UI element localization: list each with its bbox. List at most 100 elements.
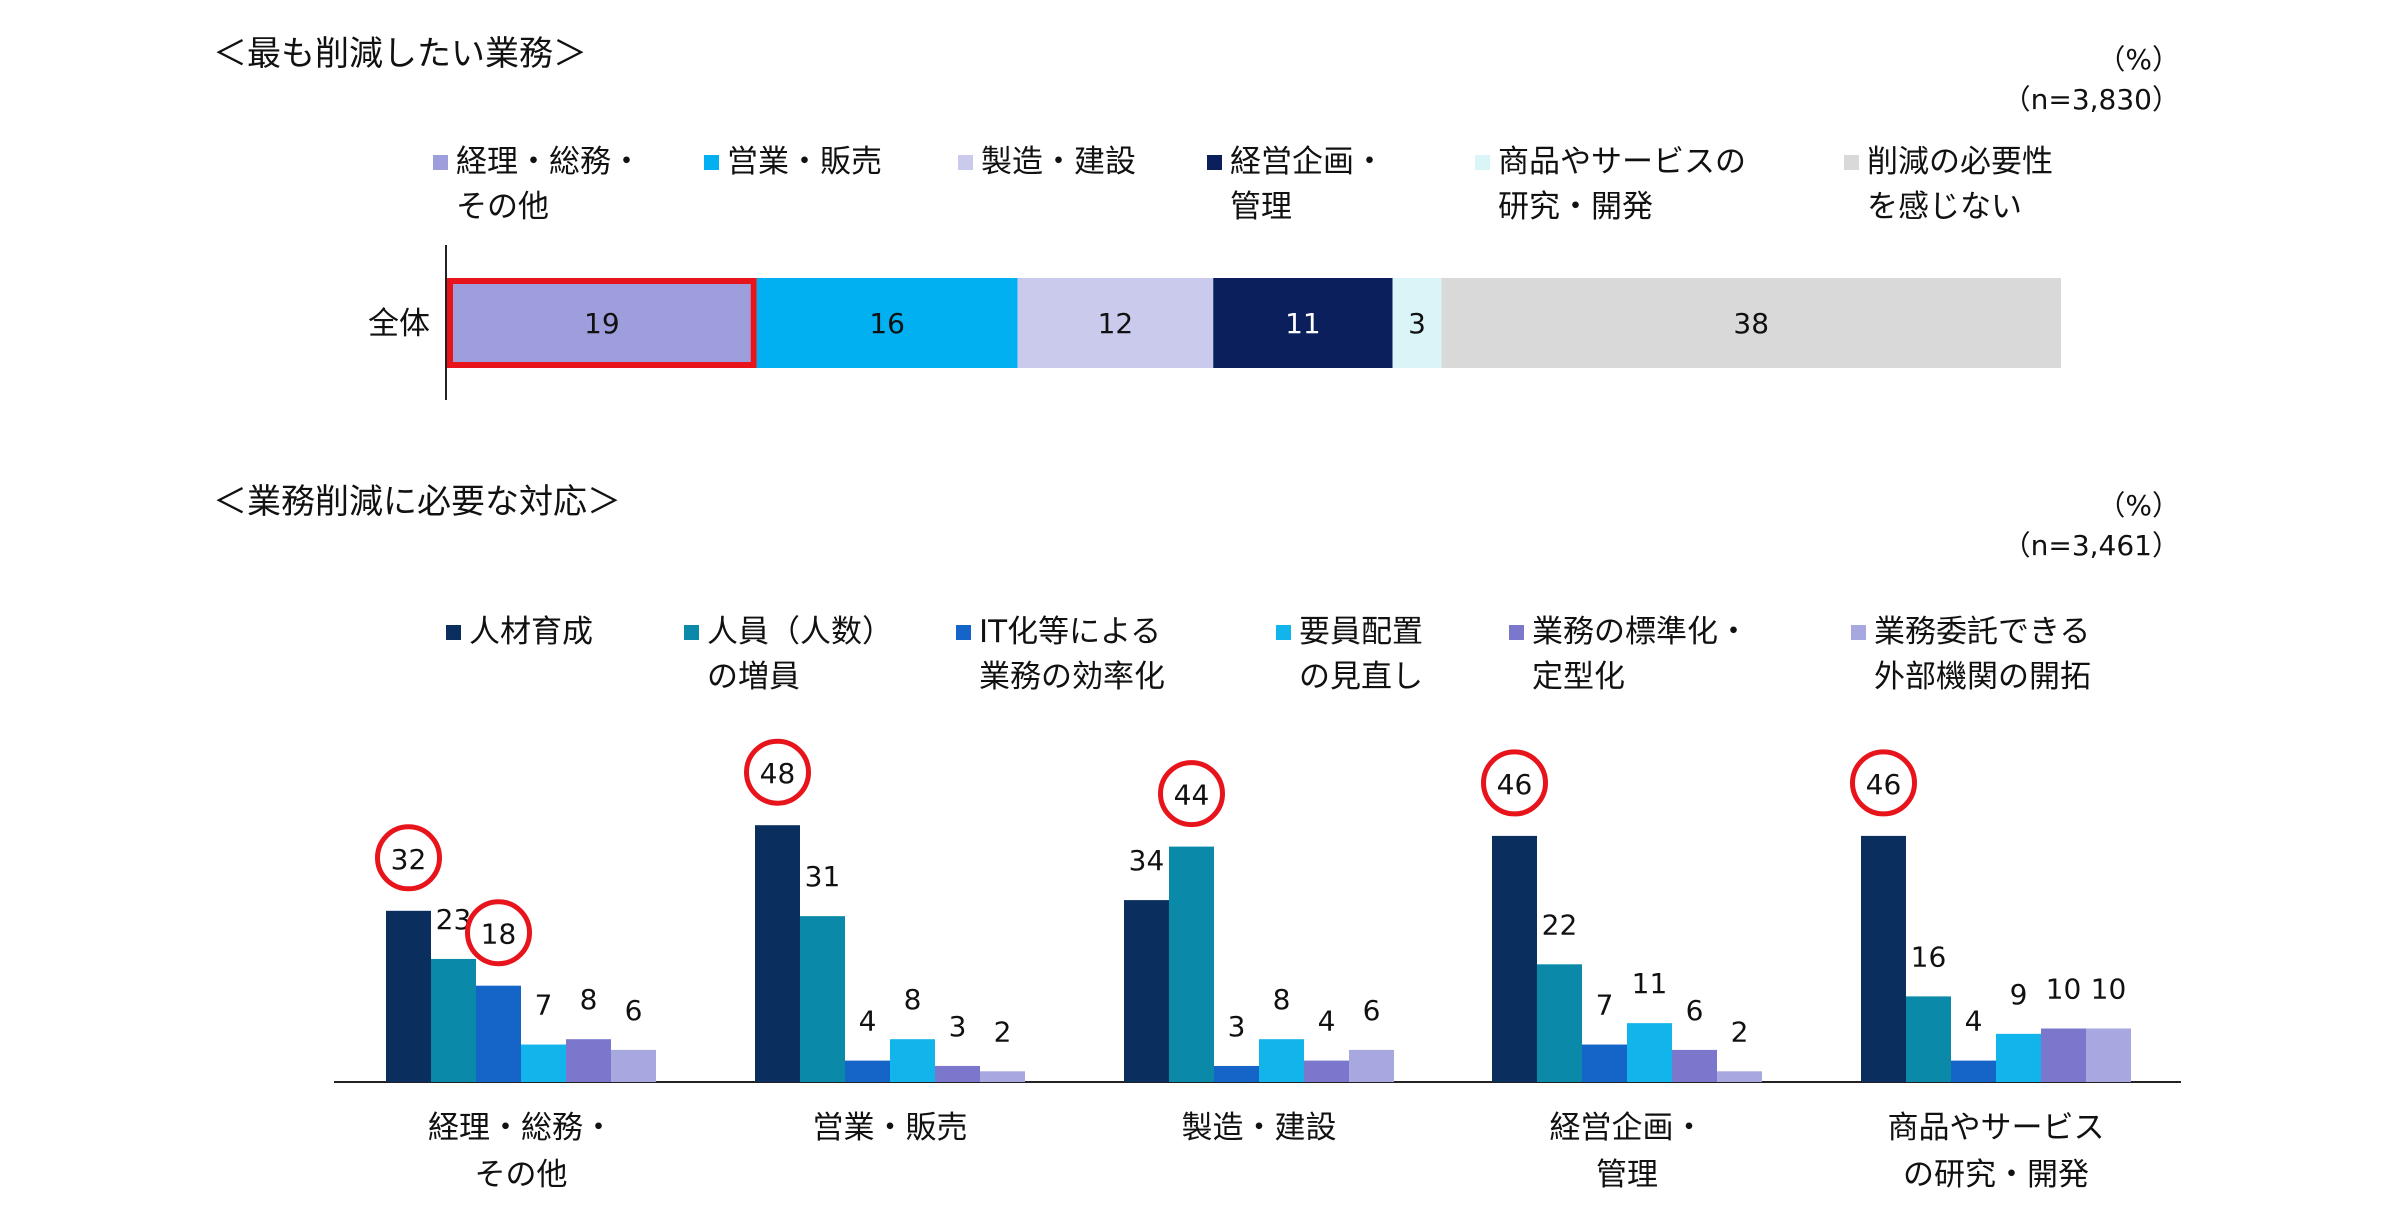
bar: [2041, 1028, 2086, 1082]
bar-value-label: 8: [904, 983, 922, 1016]
legend-swatch: [1475, 155, 1490, 170]
legend-label: IT化等による 業務の効率化: [979, 614, 1165, 695]
category-label: 営業・販売: [813, 1110, 968, 1146]
bar-value-label: 6: [1363, 994, 1381, 1027]
legend-label: 営業・販売: [727, 144, 882, 180]
bar: [611, 1049, 656, 1082]
bar-value-label: 46: [1866, 768, 1902, 801]
bar: [1124, 900, 1169, 1082]
top-chart-unit: （%）: [2097, 43, 2180, 76]
bar: [1214, 1065, 1259, 1082]
bar-value-label: 7: [535, 989, 553, 1022]
bar: [1861, 835, 1906, 1082]
legend-label: 経理・総務・ その他: [456, 144, 642, 225]
bar: [1906, 996, 1951, 1082]
legend-swatch: [433, 155, 448, 170]
bar: [476, 985, 521, 1082]
stacked-segment: [447, 278, 757, 368]
legend-label: 製造・建設: [981, 144, 1136, 180]
highlight-circle: [744, 738, 811, 806]
bar-value-label: 22: [1542, 908, 1578, 941]
top-legend-item: 製造・建設: [958, 140, 1136, 185]
bar-value-label: 18: [481, 918, 517, 951]
top-legend-item: 経営企画・ 管理: [1207, 140, 1385, 230]
bar: [1672, 1049, 1717, 1082]
stacked-segment: [1392, 278, 1442, 368]
highlight-circle: [1850, 749, 1917, 817]
bar: [980, 1071, 1025, 1082]
highlight-circle: [1481, 749, 1548, 817]
bar-value-label: 6: [1686, 994, 1704, 1027]
bar-value-label: 4: [1965, 1005, 1983, 1038]
bar: [1717, 1071, 1762, 1082]
legend-swatch: [704, 155, 719, 170]
bar: [1169, 846, 1214, 1082]
legend-label: 業務委託できる 外部機関の開拓: [1874, 614, 2091, 695]
bar-value-label: 4: [1318, 1005, 1336, 1038]
stacked-segment: [1441, 278, 2061, 368]
bar: [1582, 1044, 1627, 1082]
legend-label: 経営企画・ 管理: [1230, 144, 1385, 225]
bar: [386, 910, 431, 1082]
bar-value-label: 2: [1731, 1015, 1749, 1048]
bar: [1537, 964, 1582, 1082]
legend-swatch: [1276, 625, 1291, 640]
legend-swatch: [1844, 155, 1859, 170]
bar: [431, 958, 476, 1082]
segment-value-label: 19: [584, 307, 620, 340]
segment-value-label: 38: [1733, 307, 1769, 340]
top-legend-item: 商品やサービスの 研究・開発: [1475, 140, 1746, 230]
bar: [845, 1060, 890, 1082]
segment-value-label: 16: [869, 307, 905, 340]
bar: [755, 825, 800, 1082]
stacked-segment: [1213, 278, 1393, 368]
legend-label: 人材育成: [469, 614, 593, 650]
top-legend-item: 経理・総務・ その他: [433, 140, 642, 230]
bar: [890, 1039, 935, 1082]
bar-value-label: 4: [859, 1005, 877, 1038]
legend-swatch: [684, 625, 699, 640]
bar: [566, 1039, 611, 1082]
legend-swatch: [958, 155, 973, 170]
bar-value-label: 9: [2010, 978, 2028, 1011]
bar-value-label: 3: [949, 1010, 967, 1043]
bar-value-label: 8: [1273, 983, 1291, 1016]
top-legend-item: 削減の必要性 を感じない: [1844, 140, 2053, 230]
bar-value-label: 11: [1632, 967, 1668, 1000]
segment-value-label: 12: [1098, 307, 1134, 340]
legend-swatch: [1851, 625, 1866, 640]
category-label: 全体: [368, 306, 430, 342]
bottom-legend-item: 業務委託できる 外部機関の開拓: [1851, 610, 2091, 700]
bar-value-label: 46: [1497, 768, 1533, 801]
bottom-legend-item: IT化等による 業務の効率化: [956, 610, 1165, 700]
bar-value-label: 31: [805, 860, 841, 893]
category-label: 製造・建設: [1182, 1110, 1337, 1146]
bottom-legend-item: 人員（人数） の増員: [684, 610, 893, 700]
bottom-chart-title: ＜業務削減に必要な対応＞: [213, 482, 621, 522]
top-stacked-bar-chart: 全体 19 16 12 11 3 38: [368, 245, 2061, 400]
legend-label: 商品やサービスの 研究・開発: [1498, 144, 1746, 225]
bar: [521, 1044, 566, 1082]
legend-swatch: [446, 625, 461, 640]
bar-value-label: 10: [2046, 973, 2082, 1006]
bar-value-label: 6: [625, 994, 643, 1027]
highlight-circle: [465, 899, 532, 967]
bar: [800, 916, 845, 1082]
bar: [1349, 1049, 1394, 1082]
category-label: 商品やサービスの研究・開発: [1888, 1110, 2105, 1193]
highlight-circle: [1158, 760, 1225, 828]
category-label: 経理・総務・その他: [428, 1110, 614, 1193]
bar: [1492, 835, 1537, 1082]
bar-value-label: 32: [391, 843, 427, 876]
bar-value-label: 16: [1911, 940, 1947, 973]
bar-value-label: 10: [2091, 973, 2127, 1006]
bottom-legend-item: 業務の標準化・ 定型化: [1509, 610, 1749, 700]
legend-label: 人員（人数） の増員: [707, 614, 893, 695]
top-chart-n: （n=3,830）: [2002, 83, 2180, 116]
legend-label: 削減の必要性 を感じない: [1867, 144, 2053, 225]
bar-value-label: 2: [994, 1015, 1012, 1048]
segment-value-label: 3: [1408, 307, 1426, 340]
legend-swatch: [1509, 625, 1524, 640]
bottom-chart-unit: （%）: [2097, 489, 2180, 522]
